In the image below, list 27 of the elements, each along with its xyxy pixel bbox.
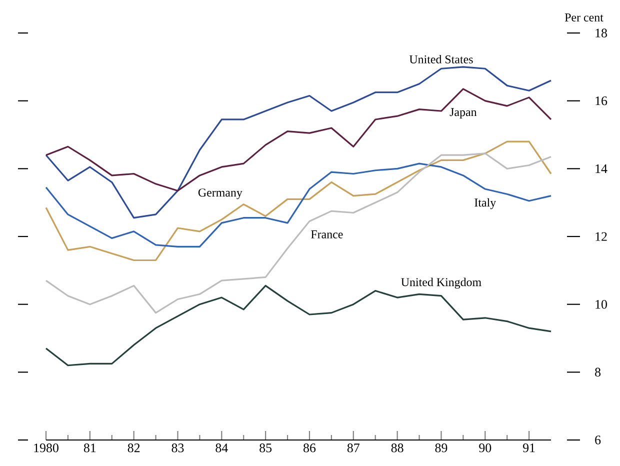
y-tick-label: 10 [596,300,607,309]
series-label: Italy [474,198,496,210]
series-label: Germany [198,188,242,200]
x-tick-label: 89 [435,444,448,452]
series-label: United Kingdom [401,278,482,289]
x-tick-label: 87 [347,444,360,452]
y-axis-title: Per cent [564,14,604,22]
y-tick-label: 18 [596,28,607,38]
y-tick-label: 6 [595,436,601,444]
x-tick-label: 81 [84,444,96,452]
line-series [45,66,552,219]
y-tick-label: 8 [595,368,601,377]
series-label: United States [409,55,473,64]
y-tick-label: 14 [596,164,608,173]
x-tick-label: 84 [216,444,228,452]
x-tick-label: 91 [522,444,535,452]
x-tick-label: 88 [391,444,404,452]
x-tick-label: 90 [479,444,492,452]
series-label: France [311,230,343,238]
x-tick-label: 85 [260,444,272,452]
x-tick-label: 86 [304,444,316,452]
y-tick-label: 12 [596,232,607,241]
series-label: Japan [450,108,477,119]
y-tick-label: 16 [596,96,608,106]
x-tick-label: 1980 [34,444,58,452]
x-tick-label: 82 [128,444,140,452]
x-tick-label: 83 [172,444,184,452]
